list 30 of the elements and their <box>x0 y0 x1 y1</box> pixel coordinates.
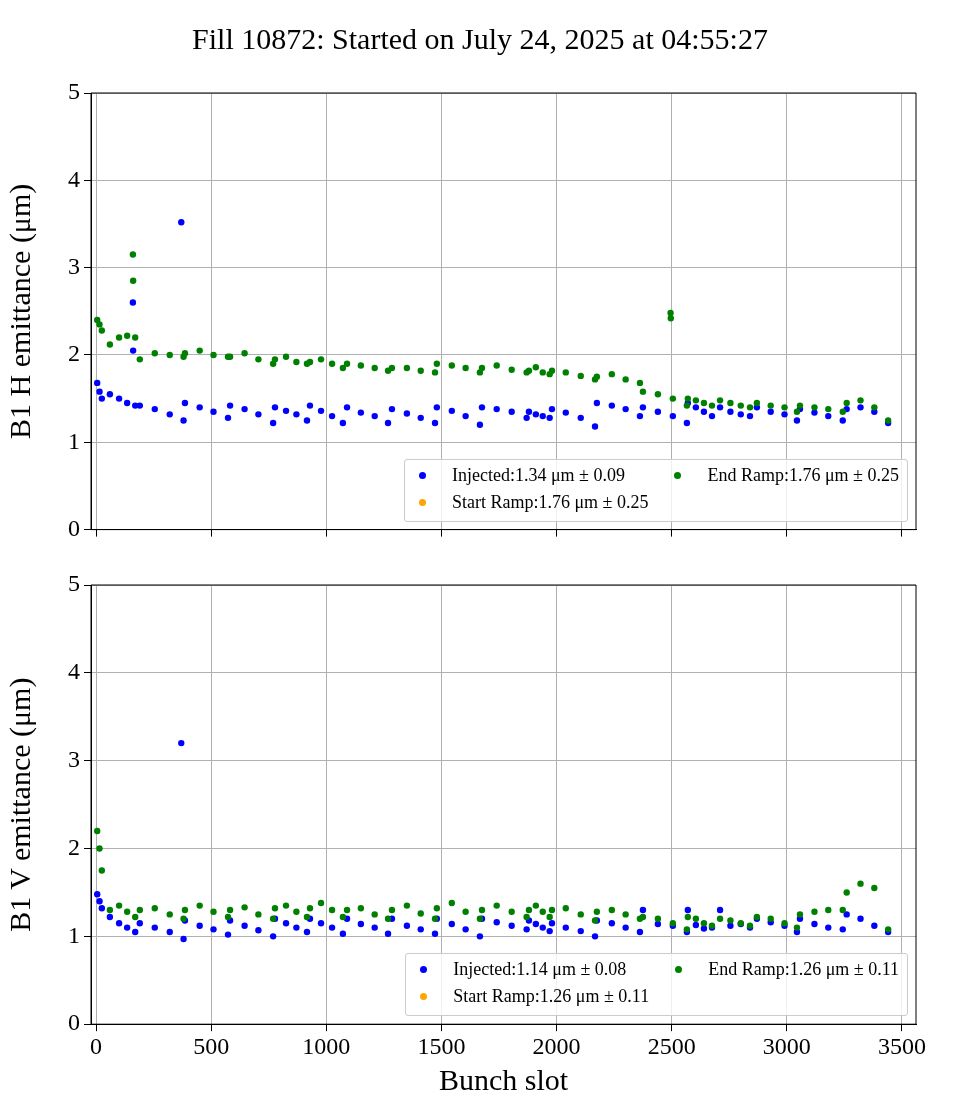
y-axis-title: B1 V emittance (μm) <box>2 677 37 932</box>
y-tick-label: 0 <box>68 1009 80 1036</box>
x-tick-label: 3000 <box>762 1032 811 1059</box>
x-tick-label: 2000 <box>532 1032 581 1059</box>
y-tick-label: 5 <box>68 78 80 105</box>
x-tick-label: 500 <box>193 1032 230 1059</box>
x-tick-label: 0 <box>90 1032 103 1059</box>
y-tick-label: 1 <box>68 427 80 454</box>
chart-title: Fill 10872: Started on July 24, 2025 at 04:55:27 <box>191 22 769 56</box>
legend-label: End Ramp:1.76 μm ± 0.25 <box>707 464 899 486</box>
legend-label: Injected:1.14 μm ± 0.08 <box>453 959 627 981</box>
y-tick-label: 2 <box>68 340 80 367</box>
y-tick-label: 4 <box>68 658 80 685</box>
legend-label: Start Ramp:1.76 μm ± 0.25 <box>451 491 649 513</box>
y-tick-label: 1 <box>68 921 80 948</box>
legend-label: End Ramp:1.26 μm ± 0.11 <box>708 959 899 981</box>
x-tick-label: 3500 <box>877 1032 926 1059</box>
x-tick-label: 1000 <box>302 1032 351 1059</box>
x-tick-label: 2500 <box>647 1032 696 1059</box>
legend-label: Injected:1.34 μm ± 0.09 <box>451 464 625 486</box>
x-tick-label: 1500 <box>417 1032 466 1059</box>
y-axis-title: B1 H emittance (μm) <box>2 183 37 439</box>
y-tick-label: 5 <box>68 570 80 597</box>
y-tick-label: 2 <box>68 833 80 860</box>
y-tick-label: 3 <box>68 745 80 772</box>
y-tick-label: 0 <box>68 514 80 541</box>
legend-label: Start Ramp:1.26 μm ± 0.11 <box>453 986 650 1008</box>
x-axis-title: Bunch slot <box>438 1062 569 1096</box>
y-tick-label: 3 <box>68 252 80 279</box>
y-tick-label: 4 <box>68 165 80 192</box>
